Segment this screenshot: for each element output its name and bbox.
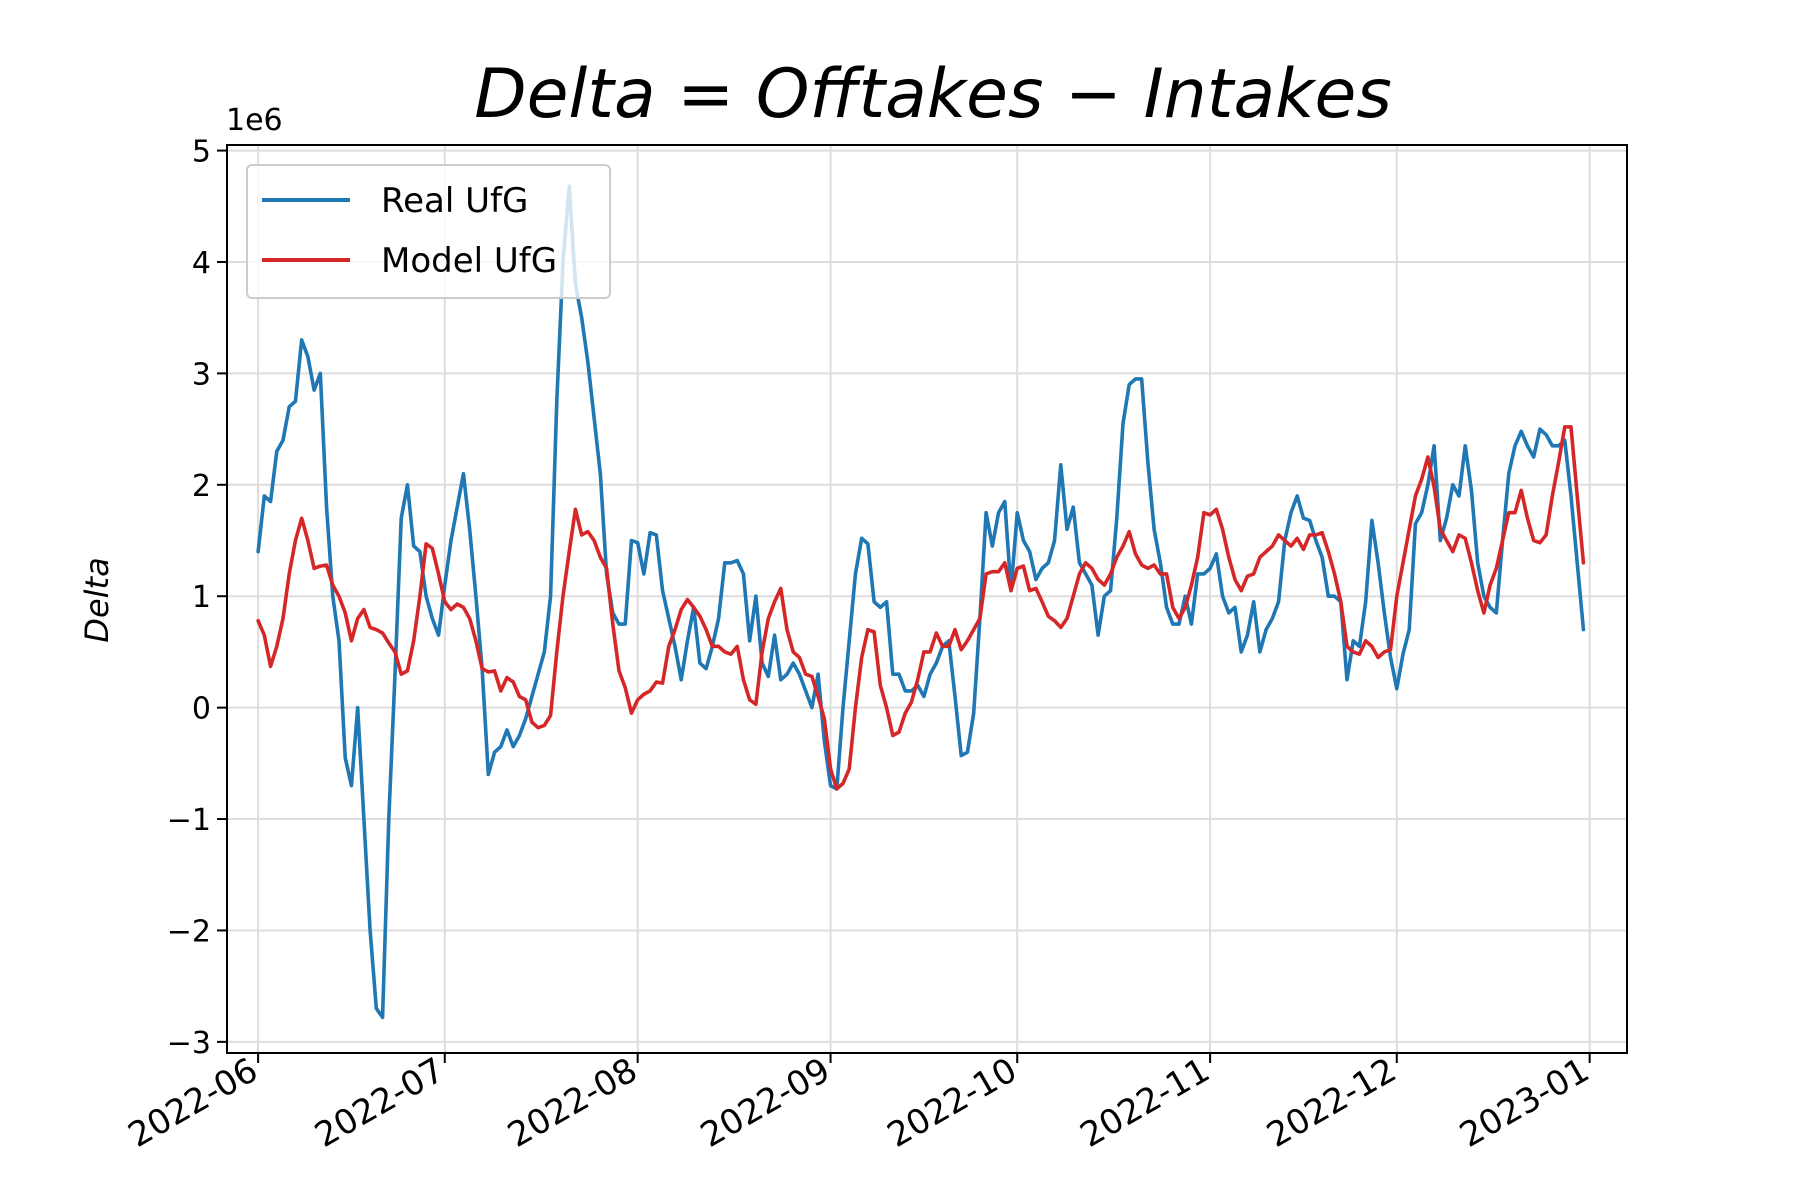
y-tick-label: −2: [167, 914, 211, 949]
series-lines: [256, 184, 1586, 1020]
legend: Real UfG Model UfG: [246, 164, 611, 299]
y-tick-label: 4: [192, 246, 211, 281]
y-axis-offset-label: 1e6: [226, 103, 283, 138]
y-axis-ticks: −3 −2 −1 0 1 2 3 4 5: [167, 135, 227, 1061]
y-tick-label: 0: [192, 692, 211, 727]
chart-title: Delta = Offtakes − Intakes: [474, 55, 1392, 134]
legend-label-real-ufg: Real UfG: [381, 181, 528, 221]
y-tick-label: −1: [167, 803, 211, 838]
legend-label-model-ufg: Model UfG: [381, 241, 557, 281]
y-tick-label: 5: [192, 135, 211, 170]
y-tick-label: 1: [192, 580, 211, 615]
y-tick-label: −3: [167, 1026, 211, 1061]
y-tick-label: 2: [192, 469, 211, 504]
series-line-model-ufg: [256, 425, 1586, 791]
plot-area-frame: [226, 144, 1628, 1054]
series-line-real-ufg: [256, 184, 1586, 1020]
y-axis-label: Delta: [78, 557, 116, 642]
y-tick-label: 3: [192, 357, 211, 392]
